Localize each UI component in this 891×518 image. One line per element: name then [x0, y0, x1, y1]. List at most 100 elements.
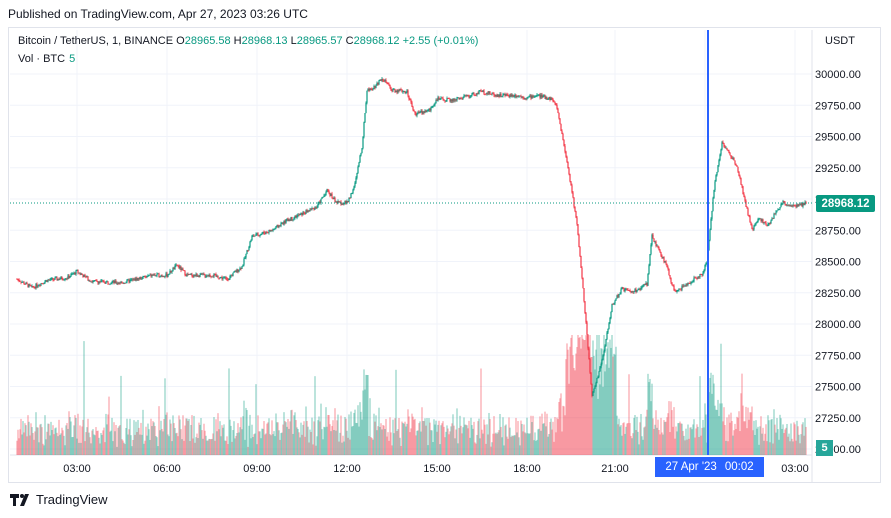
volume-bar: [502, 417, 504, 455]
volume-bar: [47, 423, 49, 455]
volume-bar: [198, 422, 200, 455]
volume-bar: [762, 427, 764, 455]
published-caption: Published on TradingView.com, Apr 27, 20…: [8, 7, 308, 21]
volume-bar: [577, 335, 579, 455]
candle-body: [538, 94, 540, 96]
volume-bar: [760, 416, 762, 455]
candle-body: [294, 215, 296, 218]
candle-body: [667, 266, 669, 269]
candle-body: [265, 231, 267, 234]
candle-body: [474, 94, 476, 96]
candle-body: [128, 279, 130, 283]
candle-body: [209, 274, 211, 277]
candle-body: [133, 278, 135, 280]
candle-body: [454, 99, 456, 101]
volume-bar: [131, 446, 133, 455]
volume-bar: [267, 422, 269, 455]
volume-bar: [570, 337, 572, 455]
candle-body: [179, 266, 181, 269]
volume-bar: [296, 427, 298, 455]
chart-frame[interactable]: [8, 27, 881, 483]
candle-body: [293, 217, 295, 220]
volume-bar: [414, 418, 416, 455]
candle-body: [27, 283, 29, 287]
volume-bar: [84, 441, 86, 455]
candle-body: [142, 276, 144, 279]
candle-body: [475, 94, 477, 96]
candle-body: [372, 89, 374, 90]
candle-body: [251, 235, 253, 241]
candle-body: [378, 80, 380, 85]
volume-bar: [398, 418, 400, 455]
candle-body: [700, 274, 702, 275]
volume-bar: [55, 427, 57, 455]
candle-body: [762, 219, 764, 224]
volume-bar: [79, 425, 81, 455]
volume-bar: [41, 427, 43, 455]
candle-body: [125, 282, 127, 284]
volume-bar: [153, 422, 155, 455]
volume-bar: [723, 407, 725, 455]
candle-body: [421, 110, 423, 114]
volume-bar: [522, 431, 524, 455]
volume-bar: [540, 430, 542, 455]
candle-body: [407, 90, 409, 96]
candle-body: [662, 257, 664, 258]
candle-body: [405, 92, 407, 93]
volume-bar: [780, 418, 782, 455]
candle-body: [792, 205, 794, 207]
volume-bar: [679, 421, 681, 455]
volume-bar: [668, 401, 670, 455]
volume-bar: [93, 434, 95, 455]
candle-body: [32, 285, 34, 288]
candle-body: [555, 103, 557, 105]
volume-bar: [350, 411, 352, 455]
candle-body: [467, 95, 469, 96]
volume-bar: [266, 423, 268, 455]
candle-body: [480, 90, 482, 92]
candle-body: [377, 82, 379, 85]
volume-bar: [372, 439, 374, 455]
volume-bar: [206, 440, 208, 455]
candle-body: [107, 281, 109, 284]
volume-bar: [110, 430, 112, 455]
candle-body: [88, 280, 90, 282]
volume-bar: [276, 422, 278, 455]
volume-bar: [610, 347, 612, 455]
volume-bar: [249, 414, 251, 455]
candle-body: [363, 122, 365, 137]
candle-body: [737, 166, 739, 172]
volume-bar: [78, 442, 80, 455]
volume-bar: [667, 413, 669, 455]
volume-bar: [116, 446, 118, 455]
volume-bar: [145, 426, 147, 455]
volume-bar: [611, 335, 613, 455]
candle-body: [508, 95, 510, 97]
candle-body: [281, 223, 283, 224]
candle-body: [286, 218, 288, 220]
volume-bar: [68, 411, 70, 455]
volume-bar: [498, 430, 500, 455]
candle-body: [345, 200, 347, 204]
tradingview-brand[interactable]: TradingView: [10, 492, 108, 507]
volume-bar: [752, 430, 754, 455]
candle-body: [556, 104, 558, 109]
candle-body: [644, 284, 646, 286]
volume-bar: [241, 429, 243, 455]
candle-body: [305, 210, 307, 214]
candle-body: [143, 276, 145, 277]
volume-bar: [63, 435, 65, 455]
volume-bar: [534, 432, 536, 455]
candle-body: [689, 283, 691, 284]
candle-body: [324, 195, 326, 197]
candle-body: [126, 279, 128, 283]
volume-bar: [553, 441, 555, 455]
candle-body: [85, 275, 87, 278]
volume-bar: [488, 412, 490, 455]
candle-body: [38, 285, 40, 287]
candle-body: [221, 276, 223, 279]
brand-name: TradingView: [36, 492, 108, 507]
candle-body: [53, 279, 55, 281]
candle-body: [715, 175, 717, 182]
